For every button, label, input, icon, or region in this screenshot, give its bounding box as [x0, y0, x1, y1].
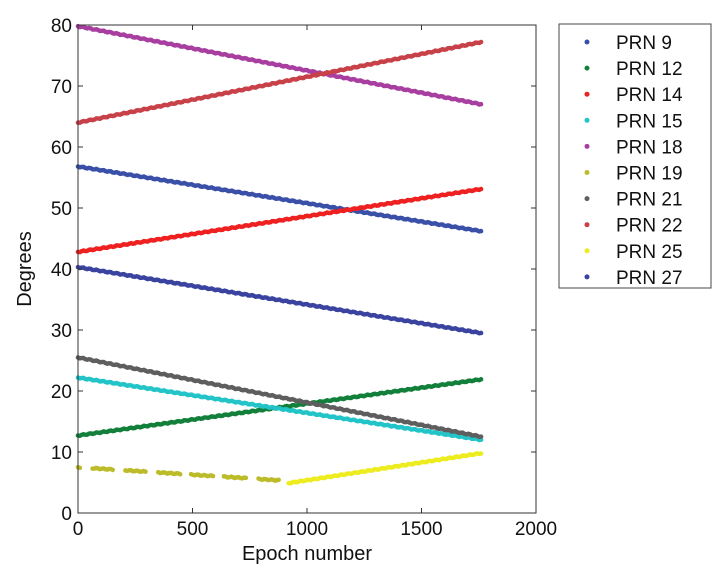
legend-label: PRN 15 [616, 111, 683, 132]
y-tick-label: 80 [51, 16, 72, 37]
x-tick-label: 1500 [400, 519, 442, 540]
legend-marker [584, 65, 590, 71]
series-prn-27 [75, 264, 484, 336]
legend-item: PRN 9 [584, 33, 672, 54]
legend-marker [584, 117, 590, 123]
legend-marker [584, 222, 590, 228]
data-point [478, 228, 484, 234]
legend: PRN 9 PRN 12 PRN 14 PRN 15 PRN 18 PRN 19 PRN 2… [558, 23, 712, 289]
y-tick-label: 40 [51, 260, 72, 281]
data-point [243, 475, 249, 481]
legend-item: PRN 14 [584, 85, 683, 106]
data-point [478, 186, 484, 192]
legend-marker [584, 91, 590, 97]
legend-marker [584, 39, 590, 45]
data-marks [75, 23, 484, 486]
legend-label: PRN 9 [616, 33, 672, 54]
data-point [110, 467, 115, 473]
legend-marker [584, 143, 590, 149]
data-point [478, 451, 484, 456]
legend-item: PRN 18 [584, 137, 683, 158]
y-tick-label: 10 [51, 443, 72, 464]
data-point [478, 330, 484, 336]
data-point [478, 39, 484, 45]
x-tick-label: 2000 [515, 519, 557, 540]
legend-label: PRN 25 [616, 242, 683, 263]
legend-label: PRN 21 [616, 190, 683, 211]
series-prn-19 [75, 464, 281, 483]
legend-label: PRN 22 [616, 216, 683, 237]
legend-marker [584, 248, 590, 254]
legend-item: PRN 27 [584, 268, 683, 289]
data-point [177, 472, 183, 477]
y-tick-label: 60 [51, 138, 72, 159]
y-axis-label: Degrees [14, 231, 36, 307]
y-tick-label: 0 [61, 504, 72, 525]
legend-label: PRN 19 [616, 164, 683, 185]
data-point [210, 473, 216, 479]
x-tick-label: 1000 [286, 519, 328, 540]
series-prn-22 [75, 39, 484, 126]
data-point [478, 101, 484, 107]
data-point [143, 469, 148, 474]
series-prn-18 [75, 23, 484, 107]
data-point [478, 434, 484, 439]
data-point [77, 465, 83, 471]
x-tick-label: 0 [73, 519, 84, 540]
legend-marker [584, 196, 590, 202]
data-point [276, 477, 281, 483]
series-prn-9 [75, 164, 484, 234]
legend-label: PRN 27 [616, 268, 683, 289]
legend-label: PRN 18 [616, 137, 683, 158]
data-point [478, 377, 484, 382]
axis-ticks: 0 500 1000 1500 2000 0 10 20 30 40 50 60 70 80 [51, 16, 557, 540]
legend-item: PRN 19 [584, 164, 683, 185]
series-prn-14 [75, 186, 484, 255]
legend-item: PRN 22 [584, 216, 683, 237]
series-prn-21 [75, 355, 484, 440]
series-prn-25 [286, 451, 484, 486]
legend-item: PRN 15 [584, 111, 683, 132]
y-tick-label: 30 [51, 321, 72, 342]
legend-item: PRN 12 [584, 59, 683, 80]
y-tick-label: 50 [51, 199, 72, 220]
legend-label: PRN 12 [616, 59, 683, 80]
legend-label: PRN 14 [616, 85, 683, 106]
x-axis-label: Epoch number [242, 543, 372, 565]
legend-marker [584, 274, 590, 280]
y-tick-label: 20 [51, 382, 72, 403]
x-tick-label: 500 [177, 519, 209, 540]
legend-marker [584, 170, 590, 175]
y-tick-label: 70 [51, 77, 72, 98]
legend-item: PRN 21 [584, 190, 683, 211]
legend-item: PRN 25 [584, 242, 683, 263]
